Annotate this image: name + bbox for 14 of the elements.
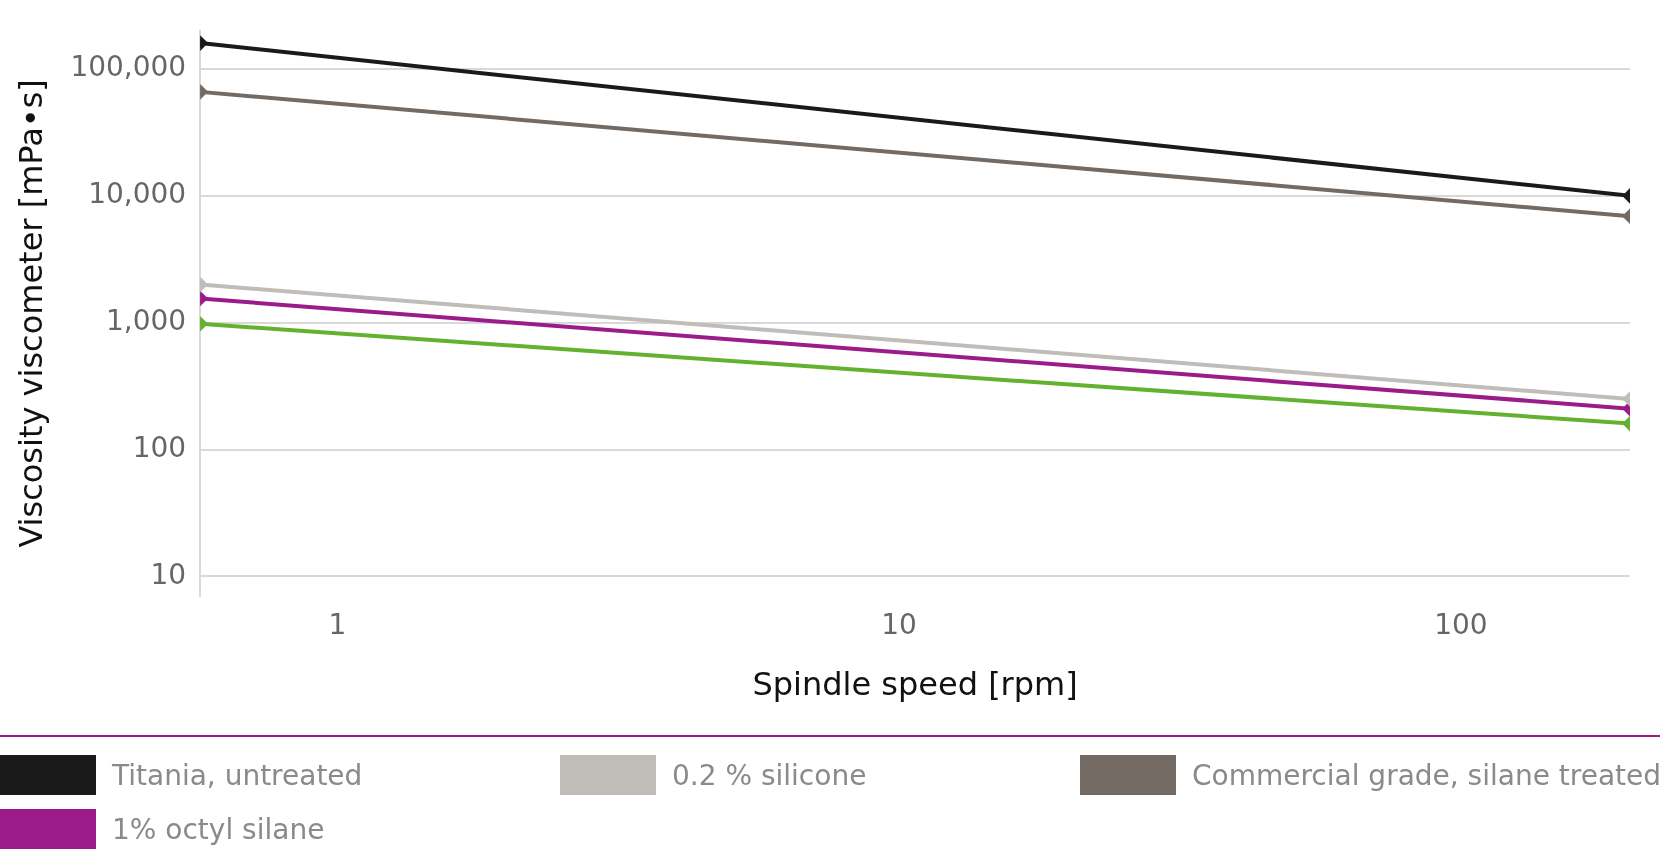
y-tick-label: 10: [150, 557, 187, 591]
x-axis-title: Spindle speed [rpm]: [752, 665, 1078, 704]
y-axis-title: Viscosity viscometer [mPa•s]: [11, 79, 50, 548]
y-tick-label: 100: [132, 430, 187, 464]
legend-label: 0.2 % silicone: [672, 758, 867, 792]
legend-label: Titania, untreated: [112, 758, 363, 792]
x-tick-label: 10: [881, 608, 917, 642]
x-tick-label: 1: [328, 608, 347, 642]
y-tick-label: 10,000: [88, 177, 187, 211]
legend-label: Commercial grade, silane treated: [1192, 758, 1660, 792]
x-tick-label: 100: [1434, 608, 1488, 642]
y-tick-label: 100,000: [70, 50, 187, 84]
legend-label: 1% octyl silane: [112, 812, 325, 846]
y-tick-label: 1,000: [106, 303, 187, 337]
